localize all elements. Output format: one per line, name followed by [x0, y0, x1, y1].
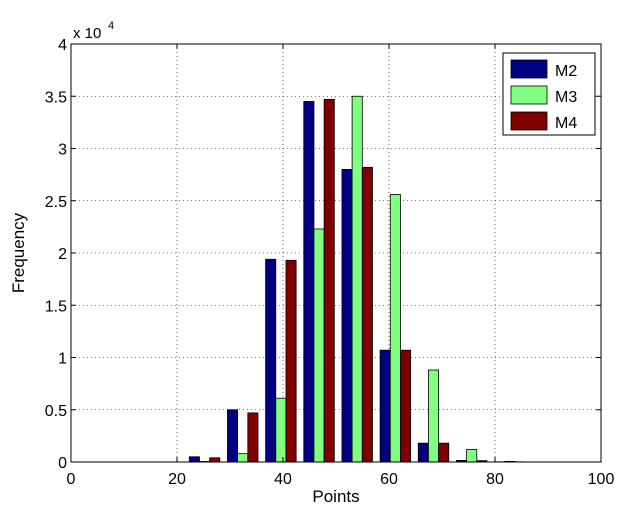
bar-m2	[303, 101, 315, 463]
bar-m4	[247, 412, 259, 463]
bar-m2	[417, 442, 429, 463]
axes	[70, 43, 602, 463]
bar-m4	[323, 98, 335, 463]
y-tick-label: 1	[58, 351, 67, 368]
bar-m2	[379, 349, 391, 463]
bar-m2	[188, 456, 200, 463]
bar-m3	[275, 397, 287, 463]
bar-m3	[313, 228, 325, 463]
y-tick-label: 4	[58, 37, 67, 54]
x-tick-label: 40	[274, 471, 292, 488]
bar-m3	[237, 453, 249, 463]
legend-swatch-m3	[510, 85, 548, 105]
bar-m2	[265, 258, 277, 463]
x-tick-label: 80	[486, 471, 504, 488]
legend-label-m4: M4	[555, 115, 577, 132]
bar-m4	[400, 349, 412, 463]
y-tick-label: 2.5	[45, 194, 67, 211]
y-axis-label: Frequency	[9, 212, 28, 293]
bar-m2	[341, 168, 353, 463]
y-axis-multiplier: x 10 4	[73, 20, 114, 42]
y-tick-label: 2	[58, 246, 67, 263]
legend: M2 M3 M4	[502, 52, 596, 136]
bar-m4	[361, 166, 373, 463]
bar-m4	[285, 259, 297, 463]
y-tick-label: 3	[58, 142, 67, 159]
legend-label-m2: M2	[555, 63, 577, 80]
legend-label-m3: M3	[555, 89, 577, 106]
bar-m2	[227, 409, 239, 463]
x-tick-label: 20	[168, 471, 186, 488]
bar-m3	[466, 449, 478, 463]
axes-box	[70, 43, 602, 463]
bars	[188, 95, 526, 463]
x-tick-label: 60	[380, 471, 398, 488]
x-tick-label: 100	[588, 471, 615, 488]
legend-swatch-m2	[510, 59, 548, 79]
bar-m3	[389, 194, 401, 463]
x-tick-label: 0	[67, 471, 76, 488]
bar-m3	[351, 95, 363, 463]
y-tick-label: 3.5	[45, 89, 67, 106]
tick-labels: 0 20 40 60 80 100 0 0.5 1 1.5 2 2.5 3 3.5 4	[45, 37, 615, 488]
y-tick-label: 1.5	[45, 298, 67, 315]
bar-m3	[428, 369, 440, 463]
y-tick-label: 0	[58, 455, 67, 472]
x-axis-label: Points	[312, 487, 359, 506]
legend-swatch-m4	[510, 111, 548, 131]
bar-m4	[209, 457, 221, 463]
y-tick-label: 0.5	[45, 403, 67, 420]
svg-text:4: 4	[108, 20, 114, 32]
bar-m4	[438, 442, 450, 463]
svg-text:x 10: x 10	[73, 25, 101, 42]
